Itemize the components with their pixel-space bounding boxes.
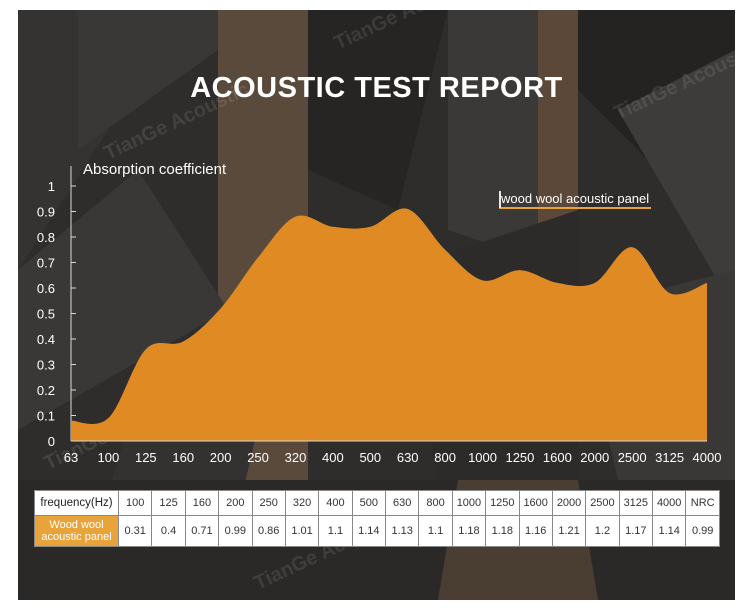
x-tick-label: 200 bbox=[210, 450, 232, 465]
y-tick-label: 0.6 bbox=[37, 281, 55, 296]
table-cell: 1.14 bbox=[651, 515, 687, 547]
table-cell: 0.99 bbox=[218, 515, 253, 547]
y-tick-label: 0.1 bbox=[37, 409, 55, 424]
x-tick-label: 1600 bbox=[543, 450, 572, 465]
report-panel: TianGe Acoustic TianGe Acoustic TianGe A… bbox=[18, 10, 735, 600]
table-cell: 1.14 bbox=[351, 515, 387, 547]
x-tick-label: 500 bbox=[359, 450, 381, 465]
table-cell: 1.16 bbox=[518, 515, 553, 547]
x-tick-label: 800 bbox=[434, 450, 456, 465]
table-cell: 0.99 bbox=[685, 515, 720, 547]
x-tick-label: 320 bbox=[285, 450, 307, 465]
y-tick-label: 1 bbox=[48, 179, 55, 194]
area-layer bbox=[70, 208, 708, 441]
table-row-label: Wood wool acoustic panel bbox=[34, 515, 119, 547]
table-cell: 0.86 bbox=[251, 515, 286, 547]
y-tick-label: 0.2 bbox=[37, 383, 55, 398]
x-tick-label: 3125 bbox=[655, 450, 684, 465]
table-cell: 0.71 bbox=[184, 515, 220, 547]
table-header-cell: NRC bbox=[685, 490, 720, 516]
table-cell: 0.31 bbox=[117, 515, 153, 547]
table-header-cell: 400 bbox=[318, 490, 353, 516]
x-tick-label: 125 bbox=[135, 450, 157, 465]
y-tick-label: 0.8 bbox=[37, 230, 55, 245]
x-tick-label: 630 bbox=[397, 450, 419, 465]
table-header-cell: 200 bbox=[218, 490, 253, 516]
acoustic-chart: 0 0.1 0.2 0.3 0.4 0.5 0.6 0.7 0.8 0.9 1 63 100 125 16… bbox=[37, 166, 722, 465]
y-tick-label: 0.5 bbox=[37, 307, 55, 322]
table-header-cell: 125 bbox=[151, 490, 186, 516]
x-tick-label: 1000 bbox=[468, 450, 497, 465]
table-cell: 1.13 bbox=[384, 515, 420, 547]
x-tick-label: 160 bbox=[172, 450, 194, 465]
table-cell: 1.18 bbox=[485, 515, 520, 547]
table-header-cell: 160 bbox=[184, 490, 220, 516]
y-tick-label: 0.7 bbox=[37, 256, 55, 271]
table-header-cell: 2500 bbox=[585, 490, 620, 516]
table-cell: 1.21 bbox=[551, 515, 587, 547]
y-tick-label: 0.3 bbox=[37, 358, 55, 373]
table-header-cell: 4000 bbox=[651, 490, 687, 516]
x-tick-label: 2000 bbox=[580, 450, 609, 465]
table-row: Wood wool acoustic panel 0.31 0.4 0.71 0.99… bbox=[34, 515, 720, 547]
y-axis-title: Absorption coefficient bbox=[83, 161, 227, 178]
x-tick-label: 400 bbox=[322, 450, 344, 465]
table-header-cell: 500 bbox=[351, 490, 387, 516]
table-cell: 1.2 bbox=[585, 515, 620, 547]
table-header-row: frequency(Hz) 100 125 160 200 250 320 400 500 63… bbox=[34, 490, 720, 516]
y-axis: 0 0.1 0.2 0.3 0.4 0.5 0.6 0.7 0.8 0.9 1 bbox=[37, 166, 76, 449]
table-cell: 1.1 bbox=[418, 515, 453, 547]
legend-item: wood wool acoustic panel bbox=[499, 191, 652, 209]
x-tick-label: 250 bbox=[247, 450, 269, 465]
y-tick-label: 0.9 bbox=[37, 205, 55, 220]
table-header-cell: 800 bbox=[418, 490, 453, 516]
x-tick-label: 4000 bbox=[693, 450, 722, 465]
table-cell: 1.1 bbox=[318, 515, 353, 547]
y-tick-label: 0 bbox=[48, 434, 55, 449]
series-area bbox=[71, 208, 707, 441]
table-header-cell: 250 bbox=[251, 490, 286, 516]
table-header-cell: 1250 bbox=[485, 490, 520, 516]
table-header-cell: 630 bbox=[384, 490, 420, 516]
x-axis: 63 100 125 160 200 250 320 400 500 630 800 1000 1250… bbox=[64, 440, 722, 465]
y-tick-label: 0.4 bbox=[37, 332, 55, 347]
x-tick-label: 63 bbox=[64, 450, 78, 465]
table-header-cell: 320 bbox=[284, 490, 320, 516]
table-cell: 1.01 bbox=[284, 515, 320, 547]
table-cell: 1.18 bbox=[451, 515, 487, 547]
x-tick-label: 1250 bbox=[505, 450, 534, 465]
data-table: frequency(Hz) 100 125 160 200 250 320 400 500 63… bbox=[34, 490, 720, 547]
table-cell: 0.4 bbox=[151, 515, 186, 547]
page-title: ACOUSTIC TEST REPORT bbox=[190, 72, 563, 104]
table-header-cell: 100 bbox=[117, 490, 153, 516]
table-header-cell: 3125 bbox=[618, 490, 654, 516]
x-tick-label: 2500 bbox=[618, 450, 647, 465]
legend-marker bbox=[499, 191, 501, 208]
table-header-label: frequency(Hz) bbox=[34, 490, 119, 516]
table-cell: 1.17 bbox=[618, 515, 654, 547]
x-tick-label: 100 bbox=[98, 450, 120, 465]
table-header-cell: 2000 bbox=[551, 490, 587, 516]
table-header-cell: 1600 bbox=[518, 490, 553, 516]
table-header-cell: 1000 bbox=[451, 490, 487, 516]
